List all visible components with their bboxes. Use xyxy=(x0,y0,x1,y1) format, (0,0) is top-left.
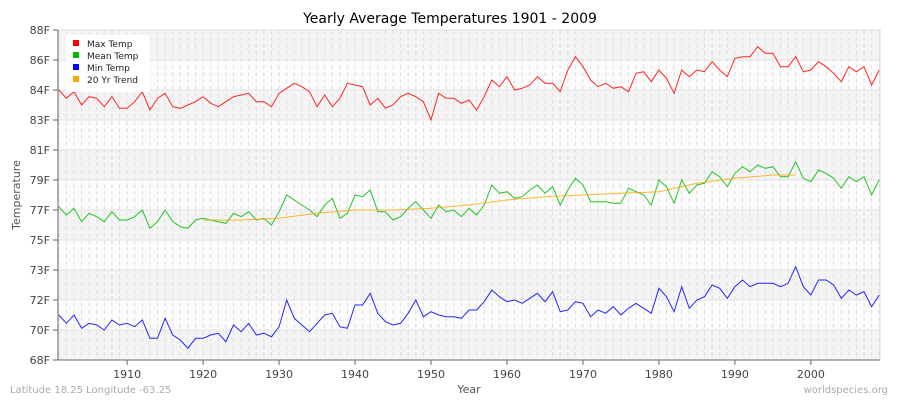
x-tick-label: 1980 xyxy=(645,368,673,381)
x-tick-label: 1960 xyxy=(493,368,521,381)
source-link[interactable]: worldspecies.org xyxy=(803,385,888,396)
y-tick-label: 70F xyxy=(30,324,50,337)
series-line-mean-temp xyxy=(58,160,880,230)
legend-swatch xyxy=(73,64,79,70)
y-tick-label: 73F xyxy=(30,264,50,277)
series-line-min-temp xyxy=(58,265,880,350)
legend-swatch xyxy=(73,52,79,58)
series-line-20-yr-trend xyxy=(203,174,796,221)
x-tick-label: 1990 xyxy=(721,368,749,381)
x-tick-label: 1940 xyxy=(341,368,369,381)
y-tick-label: 68F xyxy=(30,354,50,367)
legend xyxy=(66,35,150,92)
x-tick-label: 1930 xyxy=(265,368,293,381)
legend-label: Mean Temp xyxy=(87,52,139,62)
x-tick-label: 1970 xyxy=(569,368,597,381)
legend-label: Max Temp xyxy=(87,40,133,50)
y-tick-label: 81F xyxy=(30,144,50,157)
x-tick-label: 1950 xyxy=(417,368,445,381)
legend-swatch xyxy=(73,76,79,82)
y-axis-label: Temperature xyxy=(10,160,23,231)
y-tick-label: 79F xyxy=(30,174,50,187)
y-tick-label: 77F xyxy=(30,204,50,217)
y-tick-label: 88F xyxy=(30,24,50,37)
legend-label: 20 Yr Trend xyxy=(87,76,138,86)
series-line-max-temp xyxy=(58,45,880,122)
chart-title: Yearly Average Temperatures 1901 - 2009 xyxy=(302,11,597,27)
y-tick-label: 84F xyxy=(30,84,50,97)
y-tick-label: 72F xyxy=(30,294,50,307)
y-tick-label: 83F xyxy=(30,114,50,127)
legend-label: Min Temp xyxy=(87,64,130,74)
x-tick-label: 1920 xyxy=(189,368,217,381)
x-tick-label: 2000 xyxy=(797,368,825,381)
legend-swatch xyxy=(73,40,79,46)
location-label: Latitude 18.25 Longitude -63.25 xyxy=(10,385,172,396)
y-tick-label: 86F xyxy=(30,54,50,67)
x-tick-label: 1910 xyxy=(113,368,141,381)
x-axis-label: Year xyxy=(456,383,481,396)
y-tick-label: 75F xyxy=(30,234,50,247)
